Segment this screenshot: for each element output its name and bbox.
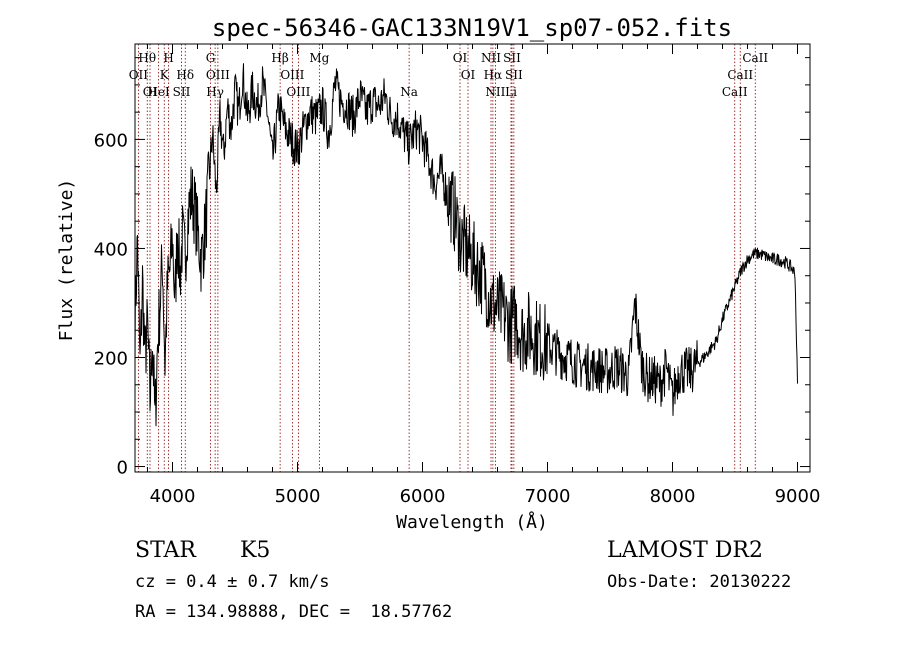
line-label-15: Hα — [484, 68, 503, 82]
line-label-19: HeI — [147, 85, 170, 99]
line-label-26: CaII — [722, 85, 748, 99]
x-tick-label-5: 9000 — [775, 486, 821, 507]
spectrum-line — [134, 63, 798, 427]
line-label-14: OI — [461, 68, 476, 82]
y-tick-label-3: 600 — [94, 130, 128, 151]
line-label-12: OIII — [206, 68, 230, 82]
y-axis: 0 200 400 600 — [94, 57, 810, 479]
line-label-18: OI — [143, 85, 158, 99]
object-class: STAR — [135, 538, 196, 563]
x-tick-label-3: 7000 — [525, 486, 571, 507]
line-label-25: Li — [505, 85, 517, 99]
line-label-24: NII — [485, 85, 505, 99]
x-tick-label-0: 4000 — [150, 486, 196, 507]
line-label-17: CaII — [727, 68, 753, 82]
line-label-23: Na — [400, 85, 418, 99]
observation-date: Obs-Date: 20130222 — [607, 572, 792, 592]
line-label-2: G — [206, 51, 216, 65]
line-label-5: OI — [453, 51, 468, 65]
redshift-value: cz = 0.4 ± 0.7 km/s — [135, 572, 330, 592]
line-label-0: Hθ — [138, 51, 156, 65]
line-label-4: Mg — [309, 51, 329, 65]
line-label-3: Hβ — [271, 51, 288, 65]
line-label-11: Hδ — [176, 68, 194, 82]
line-label-10: K — [160, 68, 170, 82]
line-label-21: Hγ — [206, 85, 224, 99]
x-axis-label: Wavelength (Å) — [396, 511, 548, 533]
chart-title: spec-56346-GAC133N19V1_sp07-052.fits — [212, 14, 732, 42]
spectral-line-markers — [137, 44, 756, 472]
line-label-8: CaII — [742, 51, 768, 65]
line-label-16: SII — [505, 68, 523, 82]
y-tick-label-2: 400 — [94, 239, 128, 260]
line-label-20: SII — [173, 85, 191, 99]
x-tick-label-4: 8000 — [650, 486, 696, 507]
x-axis: 4000 5000 6000 7000 8000 9000 — [147, 44, 821, 507]
coordinates: RA = 134.98888, DEC = 18.57762 — [135, 602, 453, 622]
x-tick-label-2: 6000 — [400, 486, 446, 507]
line-label-9: OII — [129, 68, 149, 82]
line-label-22: OIII — [286, 85, 310, 99]
survey-name: LAMOST DR2 — [607, 538, 763, 563]
line-label-7: SII — [503, 51, 521, 65]
line-label-1: H — [163, 51, 173, 65]
y-axis-label: Flux (relative) — [56, 179, 77, 342]
y-tick-label-0: 0 — [117, 458, 128, 479]
x-tick-label-1: 5000 — [275, 486, 321, 507]
line-label-6: NII — [481, 51, 501, 65]
y-tick-label-1: 200 — [94, 349, 128, 370]
line-label-13: OIII — [280, 68, 304, 82]
object-subclass: K5 — [240, 538, 271, 563]
